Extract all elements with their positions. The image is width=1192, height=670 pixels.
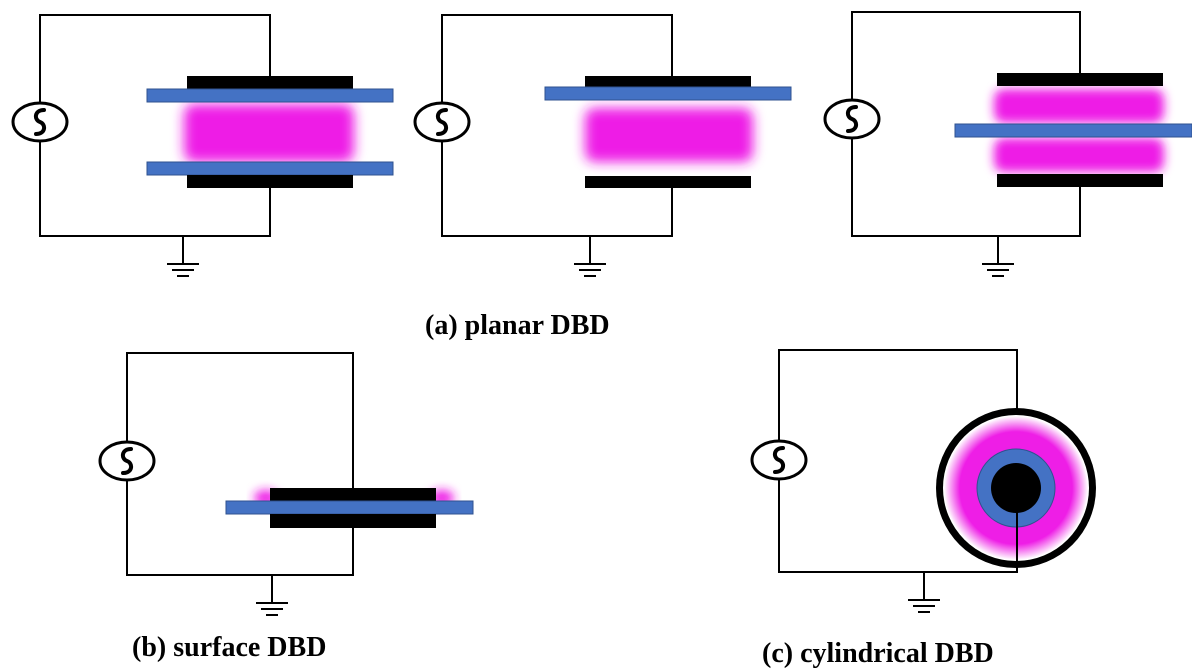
bottom-electrode: [997, 174, 1163, 187]
ac-source-icon: [413, 101, 471, 143]
plasma-discharge: [184, 104, 354, 162]
surface-dbd-panel: [98, 352, 474, 616]
circuit-wire: [778, 349, 1018, 573]
planar-dbd-panel-1: [11, 14, 394, 277]
ground-icon: [166, 235, 200, 277]
circuit-wire: [126, 352, 354, 576]
ac-source-icon: [11, 101, 69, 143]
plasma-discharge-upper: [994, 89, 1164, 123]
ground-icon: [981, 235, 1015, 277]
dielectric-layer: [225, 500, 474, 515]
planar-dbd-panel-3: [823, 11, 1192, 277]
cylindrical-dbd-panel: [750, 349, 1096, 613]
circuit-wire: [851, 11, 1081, 237]
top-electrode: [187, 76, 353, 89]
planar-dbd-panel-2: [413, 14, 792, 277]
bottom-electrode: [270, 514, 436, 528]
ground-icon: [907, 571, 941, 613]
plasma-discharge: [585, 108, 753, 162]
cylindrical-dbd-caption: (c) cylindrical DBD: [762, 638, 994, 669]
bottom-dielectric: [146, 161, 394, 176]
ground-icon: [573, 235, 607, 277]
ac-source-icon: [98, 440, 156, 482]
bottom-electrode: [585, 176, 751, 188]
circuit-wire: [39, 14, 271, 237]
surface-dbd-caption: (b) surface DBD: [132, 632, 327, 663]
bottom-electrode: [187, 175, 353, 188]
ground-icon: [255, 574, 289, 616]
top-dielectric: [544, 86, 792, 101]
plasma-discharge-lower: [994, 138, 1164, 172]
middle-dielectric: [954, 123, 1192, 138]
ac-source-icon: [750, 439, 808, 481]
ac-source-icon: [823, 98, 881, 140]
planar-dbd-caption: (a) planar DBD: [425, 310, 610, 341]
top-dielectric: [146, 88, 394, 103]
top-electrode: [585, 76, 751, 89]
top-electrode: [997, 73, 1163, 86]
top-electrode: [270, 488, 436, 502]
circuit-wire: [441, 14, 673, 237]
